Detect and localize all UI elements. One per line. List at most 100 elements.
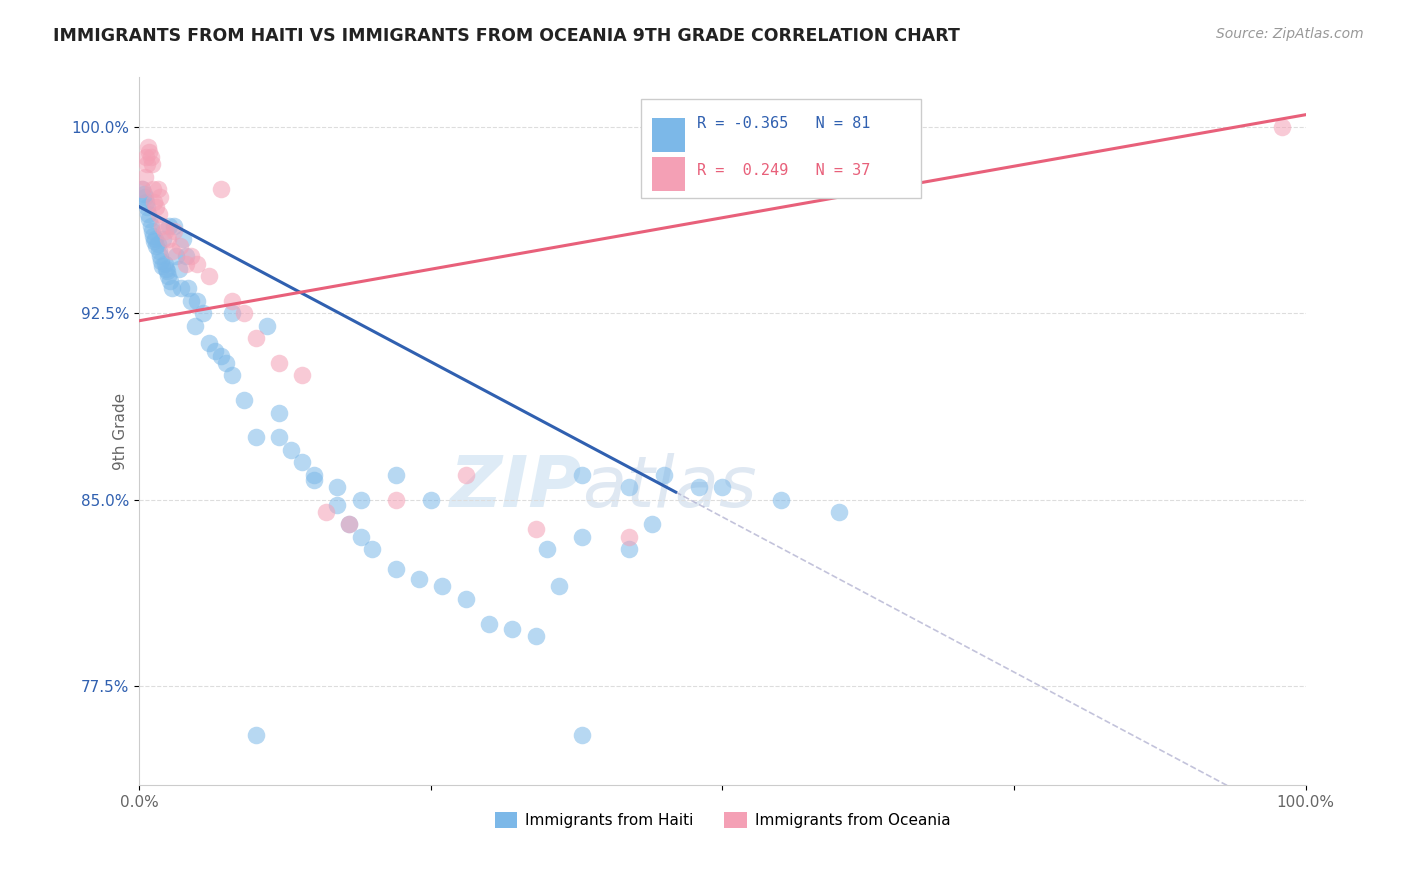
- Point: [138, 211, 160, 226]
- Point: [136, 157, 159, 171]
- Text: Source: ZipAtlas.com: Source: ZipAtlas.com: [1216, 27, 1364, 41]
- Point: [157, 219, 180, 234]
- Point: [145, 239, 167, 253]
- Point: [145, 200, 167, 214]
- Point: [617, 530, 640, 544]
- Point: [146, 182, 169, 196]
- Point: [149, 189, 172, 203]
- Point: [142, 229, 165, 244]
- Point: [245, 728, 267, 742]
- Point: [326, 498, 349, 512]
- Point: [177, 281, 200, 295]
- Point: [143, 235, 166, 249]
- Legend: Immigrants from Haiti, Immigrants from Oceania: Immigrants from Haiti, Immigrants from O…: [488, 805, 956, 834]
- Text: R = -0.365   N = 81: R = -0.365 N = 81: [697, 116, 870, 131]
- Point: [150, 259, 173, 273]
- Point: [136, 207, 159, 221]
- Point: [209, 182, 232, 196]
- Point: [152, 232, 174, 246]
- Point: [146, 236, 169, 251]
- Point: [198, 269, 221, 284]
- Text: ZIP: ZIP: [450, 453, 582, 523]
- Point: [135, 194, 157, 209]
- Point: [769, 492, 792, 507]
- Point: [291, 368, 314, 383]
- Point: [641, 517, 664, 532]
- Point: [198, 336, 221, 351]
- Point: [432, 579, 454, 593]
- Point: [141, 224, 163, 238]
- Point: [135, 150, 157, 164]
- Point: [1271, 120, 1294, 134]
- Point: [215, 356, 238, 370]
- Text: R =  0.249   N = 37: R = 0.249 N = 37: [697, 163, 870, 178]
- Point: [170, 281, 193, 295]
- Point: [302, 473, 325, 487]
- Point: [302, 467, 325, 482]
- Point: [617, 542, 640, 557]
- Point: [326, 480, 349, 494]
- Point: [267, 356, 290, 370]
- Point: [337, 517, 360, 532]
- Point: [454, 467, 477, 482]
- Point: [337, 517, 360, 532]
- Point: [156, 264, 179, 278]
- Point: [291, 455, 314, 469]
- Point: [157, 269, 180, 284]
- Point: [138, 145, 160, 159]
- Point: [142, 182, 165, 196]
- Point: [157, 232, 180, 246]
- Point: [245, 430, 267, 444]
- Point: [180, 293, 202, 308]
- Point: [136, 140, 159, 154]
- Point: [155, 261, 177, 276]
- Point: [361, 542, 384, 557]
- Point: [148, 244, 170, 259]
- Point: [408, 572, 430, 586]
- Point: [160, 281, 183, 295]
- Point: [548, 579, 571, 593]
- Point: [172, 232, 194, 246]
- Point: [524, 522, 547, 536]
- Point: [478, 616, 501, 631]
- Point: [350, 492, 373, 507]
- Point: [384, 467, 406, 482]
- Point: [143, 232, 166, 246]
- Point: [419, 492, 441, 507]
- Text: atlas: atlas: [582, 453, 756, 523]
- Point: [165, 249, 187, 263]
- Point: [149, 249, 172, 263]
- Point: [186, 257, 208, 271]
- Point: [163, 224, 186, 238]
- Point: [454, 591, 477, 606]
- Point: [136, 200, 159, 214]
- Point: [384, 562, 406, 576]
- Point: [350, 530, 373, 544]
- Point: [143, 194, 166, 209]
- Point: [711, 480, 734, 494]
- Bar: [652, 118, 685, 152]
- Text: IMMIGRANTS FROM HAITI VS IMMIGRANTS FROM OCEANIA 9TH GRADE CORRELATION CHART: IMMIGRANTS FROM HAITI VS IMMIGRANTS FROM…: [53, 27, 960, 45]
- Point: [174, 257, 197, 271]
- Point: [184, 318, 207, 333]
- Point: [571, 728, 593, 742]
- Point: [186, 293, 208, 308]
- Point: [315, 505, 337, 519]
- Point: [134, 169, 156, 184]
- Y-axis label: 9th Grade: 9th Grade: [112, 392, 128, 470]
- Point: [148, 207, 170, 221]
- Point: [141, 157, 163, 171]
- Point: [280, 442, 302, 457]
- Point: [221, 368, 243, 383]
- Point: [384, 492, 406, 507]
- Point: [267, 406, 290, 420]
- Point: [169, 239, 191, 253]
- Point: [163, 219, 186, 234]
- Point: [617, 480, 640, 494]
- Bar: [652, 157, 685, 191]
- Point: [501, 622, 523, 636]
- Point: [267, 430, 290, 444]
- Point: [174, 249, 197, 263]
- Point: [571, 467, 593, 482]
- Point: [209, 349, 232, 363]
